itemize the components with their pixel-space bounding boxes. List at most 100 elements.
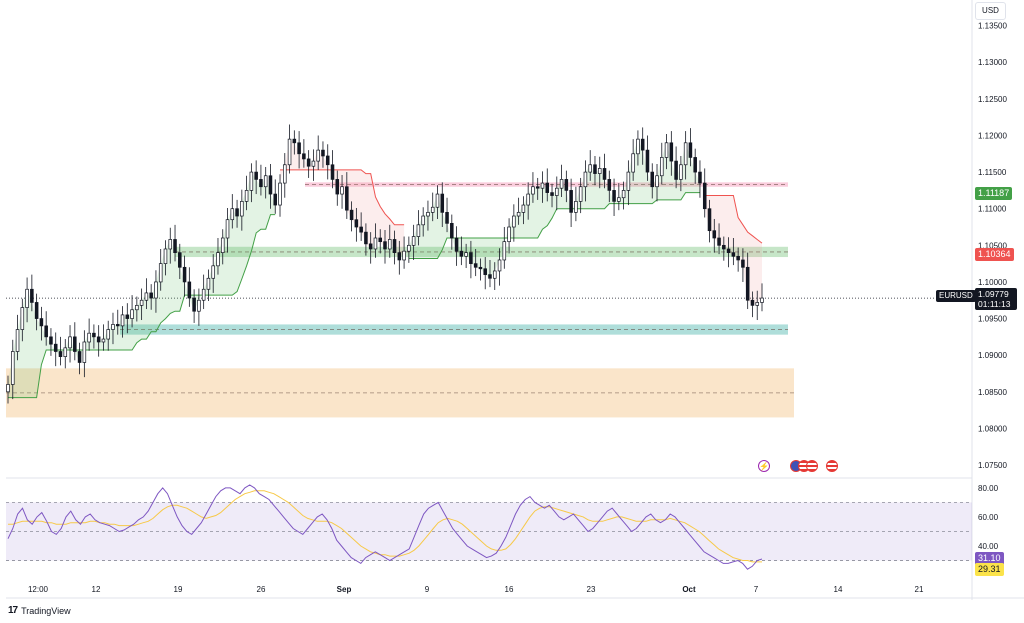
candle-body (636, 138, 640, 155)
candle-body (316, 149, 320, 162)
candle-body (583, 171, 588, 188)
candle-body (707, 208, 712, 232)
lightning-event-icon[interactable]: ⚡ (758, 460, 770, 472)
price-tick-label: 1.08500 (978, 388, 1007, 397)
price-tick-label: 1.12500 (978, 95, 1007, 104)
candle-body (717, 237, 721, 246)
price-tick-label: 1.13000 (978, 58, 1007, 67)
candle-body (383, 241, 387, 250)
candle-body (283, 164, 287, 184)
price-tick-label: 1.13500 (978, 22, 1007, 31)
candle-body (731, 252, 736, 257)
tradingview-logo[interactable]: 17 TradingView (8, 605, 71, 616)
candle-body (373, 237, 378, 250)
candle-body (535, 186, 540, 189)
candle-body (621, 190, 626, 199)
candle-body (698, 171, 702, 184)
candle-body (492, 270, 497, 279)
candle-body (531, 186, 535, 195)
candle-body (555, 187, 559, 196)
candle-body (387, 239, 392, 250)
zone-support-green (175, 246, 788, 258)
candle-body (340, 186, 344, 195)
candle-body (559, 179, 564, 189)
rsi-line (7, 484, 763, 570)
candle-body (640, 138, 645, 151)
candle-body (564, 179, 569, 191)
price-tick-label: 1.11000 (978, 205, 1007, 214)
candle-body (58, 351, 63, 357)
candle-body (550, 192, 554, 196)
rsi-tick-label: 60.00 (978, 513, 999, 522)
candle-body (392, 239, 397, 253)
candle-body (92, 332, 96, 338)
price-tick-label: 1.08000 (978, 424, 1007, 433)
price-tick-label: 1.09000 (978, 351, 1007, 360)
candle-body (168, 239, 173, 250)
time-tick-label: 7 (754, 585, 759, 594)
candle-body (335, 179, 340, 195)
candle-body (364, 231, 368, 245)
candle-body (96, 336, 101, 343)
candle-body (593, 164, 597, 174)
candle-body (187, 281, 192, 299)
candle-body (574, 201, 578, 213)
candle-body (745, 266, 750, 301)
candle-body (660, 157, 664, 177)
economic-events[interactable]: ⚡ (758, 460, 838, 472)
candle-body (631, 153, 635, 173)
candle-body (135, 305, 139, 311)
time-tick-label: Sep (337, 585, 352, 594)
candle-body (206, 277, 211, 290)
candle-body (712, 230, 717, 239)
candle-body (325, 155, 330, 166)
candle-body (540, 182, 545, 189)
time-tick-label: 23 (587, 585, 596, 594)
candle-body (49, 336, 53, 345)
candle-body (120, 314, 125, 327)
candle-body (240, 201, 244, 217)
candle-body (68, 336, 72, 349)
candle-body (197, 299, 201, 312)
candle-body (407, 244, 411, 252)
candle-body (626, 171, 631, 191)
supertrend-line-down (704, 195, 763, 244)
supertrend-line-down (280, 169, 405, 226)
currency-selector[interactable]: USD (975, 2, 1006, 20)
candle-body (617, 197, 621, 202)
candle-body (192, 297, 196, 312)
candle-body (182, 266, 187, 283)
candle-body (321, 149, 325, 157)
candle-body (741, 259, 745, 268)
time-tick-label: 9 (425, 585, 430, 594)
supertrend-fill-up (8, 172, 276, 398)
candle-body (607, 179, 612, 191)
candle-body (545, 182, 550, 193)
candle-body (454, 237, 459, 252)
candle-body (244, 190, 249, 202)
candle-body (612, 190, 616, 202)
lower-level-tag: 1.10364 (975, 248, 1014, 261)
candle-body (679, 164, 683, 180)
candle-body (421, 215, 425, 226)
candle-body (464, 252, 468, 257)
candle-body (526, 193, 530, 206)
us-flag-event-icon[interactable] (826, 460, 838, 472)
rsi-ma-tag: 29.31 (975, 563, 1004, 576)
candle-body (602, 168, 607, 180)
candle-body (354, 219, 359, 228)
supertrend-line-up (8, 214, 276, 399)
candle-body (469, 252, 473, 264)
candle-body (426, 212, 430, 217)
candle-body (521, 204, 526, 213)
candle-body (211, 265, 215, 279)
candle-body (39, 318, 44, 327)
us-flag-event-icon[interactable] (806, 460, 818, 472)
tv-logo-icon: 17 (8, 605, 18, 616)
price-tick-label: 1.11500 (978, 168, 1007, 177)
candle-body (106, 329, 110, 340)
candle-body (259, 179, 263, 188)
candle-body (63, 347, 68, 357)
candle-body (139, 299, 144, 306)
